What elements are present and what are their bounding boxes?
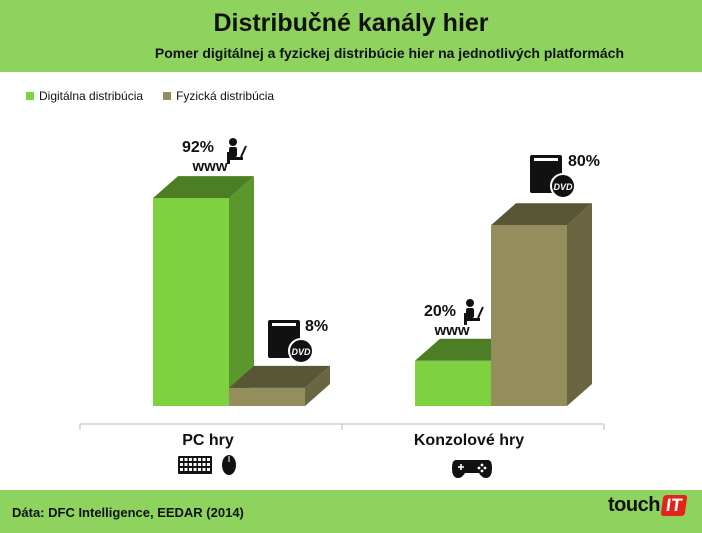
legend-item-physical: Fyzická distribúcia [163,89,274,103]
value-label-console-physical: 80% [568,153,600,170]
footer-band [0,490,702,533]
bar-front [415,360,491,406]
www-icon: www [433,322,469,339]
chart-subtitle: Pomer digitálnej a fyzickej distribúcie … [154,45,624,61]
bar-front [491,225,567,406]
svg-text:DVD: DVD [291,347,311,357]
dvd-case-icon: DVD [268,320,314,364]
touchit-logo: touch IT [608,494,688,517]
user-laptop-icon [464,299,484,325]
chart-title: Distribučné kanály hier [213,9,489,37]
header-band [0,0,702,72]
bar-top [415,338,516,361]
dvd-case-icon: DVD [530,155,576,199]
legend: Digitálna distribúcia Fyzická distribúci… [26,89,274,103]
bar-top [229,365,330,388]
bar-side [305,365,330,406]
value-label-pc-physical: 8% [305,318,328,335]
www-icon: www [191,158,227,175]
bar-front [229,387,305,406]
legend-swatch-physical [163,92,172,100]
bar-side [567,203,592,406]
value-label-pc-digital: 92% [182,139,214,156]
keyboard-mouse-icon [178,455,236,475]
logo-text: touch [608,494,660,516]
legend-swatch-digital [26,92,34,100]
gamepad-icon [452,460,492,478]
bar-top [153,176,254,199]
category-label: Konzolové hry [414,432,524,449]
bar-front [153,198,229,406]
svg-text:DVD: DVD [553,182,573,192]
user-laptop-icon [227,138,247,164]
bar-side [229,176,254,406]
bar-top [491,203,592,226]
source-note: Dáta: DFC Intelligence, EEDAR (2014) [12,505,244,520]
legend-label-digital: Digitálna distribúcia [39,89,144,103]
category-label: PC hry [182,432,234,449]
value-label-console-digital: 20% [424,303,456,320]
legend-label-physical: Fyzická distribúcia [176,89,275,103]
logo-badge: IT [660,495,688,516]
legend-item-digital: Digitálna distribúcia [26,89,143,103]
